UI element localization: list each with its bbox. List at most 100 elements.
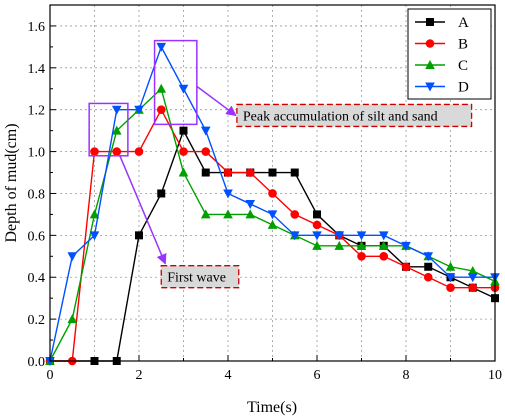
legend-item-D: D <box>415 80 469 96</box>
data-point <box>223 168 233 177</box>
data-point <box>223 209 233 219</box>
legend-item-B: B <box>415 37 468 53</box>
data-point <box>135 231 143 240</box>
x-tick-label: 10 <box>488 368 502 383</box>
data-point <box>424 262 433 271</box>
annotation-label-box <box>236 103 473 128</box>
data-point <box>312 231 322 241</box>
data-point <box>334 231 345 241</box>
data-point <box>289 231 300 241</box>
data-point <box>201 147 211 156</box>
data-point <box>468 283 478 293</box>
data-point <box>313 210 321 219</box>
annotation-box <box>88 102 129 157</box>
series-D <box>45 42 500 366</box>
data-point <box>89 209 100 219</box>
data-point <box>267 210 278 220</box>
data-point <box>178 84 189 94</box>
data-point <box>268 189 277 198</box>
legend-label: A <box>458 15 469 31</box>
x-tick-label: 2 <box>136 368 143 383</box>
legend-marker <box>425 82 435 92</box>
data-point <box>445 273 456 283</box>
data-point <box>268 168 277 177</box>
data-point <box>423 272 433 282</box>
x-tick-label: 0 <box>47 368 54 383</box>
legend-label: B <box>458 37 468 53</box>
y-tick-label: 0.4 <box>28 271 46 286</box>
data-point <box>201 168 210 177</box>
data-point <box>200 209 211 219</box>
data-point <box>156 83 167 93</box>
data-point <box>178 167 189 177</box>
data-point <box>156 105 166 115</box>
legend-label: C <box>458 58 468 74</box>
legend-box <box>407 8 492 100</box>
data-point <box>356 231 367 241</box>
data-point <box>90 147 99 156</box>
legend-item-A: A <box>415 15 469 31</box>
data-point <box>111 125 122 135</box>
legend-item-C: C <box>415 58 468 74</box>
x-tick-label: 4 <box>225 368 232 383</box>
y-tick-label: 1.6 <box>28 20 46 35</box>
y-tick-label: 1.2 <box>28 104 46 119</box>
data-point <box>312 220 322 230</box>
data-point <box>378 240 389 250</box>
data-point <box>245 199 256 209</box>
data-point <box>89 231 100 241</box>
data-point <box>356 240 367 250</box>
data-point <box>378 231 389 241</box>
annotation-arrow <box>119 155 167 265</box>
data-point <box>200 126 211 136</box>
annotation-arrow <box>196 85 237 117</box>
x-tick-label: 8 <box>403 368 410 383</box>
data-point <box>267 219 278 229</box>
data-point <box>179 147 188 156</box>
data-point <box>445 261 456 271</box>
data-point <box>112 147 122 156</box>
data-point <box>467 265 478 275</box>
series-B <box>45 105 500 366</box>
data-point <box>290 210 300 219</box>
annotation-label-box <box>160 265 240 289</box>
data-point <box>179 126 188 135</box>
legend-marker <box>426 18 434 26</box>
data-point <box>467 273 478 283</box>
data-point <box>67 252 78 262</box>
data-point <box>245 209 256 219</box>
data-point <box>312 240 322 250</box>
data-point <box>379 251 389 261</box>
annotations: Peak accumulation of silt and sand First … <box>88 39 473 289</box>
data-point <box>446 283 455 293</box>
data-point <box>401 262 411 272</box>
annotation-label: Peak accumulation of silt and sand <box>243 109 438 124</box>
y-tick-label: 0.8 <box>28 187 46 202</box>
data-point <box>156 42 167 52</box>
data-point <box>401 241 411 251</box>
data-point <box>134 105 144 115</box>
legend-label: D <box>458 80 469 96</box>
data-point <box>334 240 345 250</box>
data-point <box>423 252 434 262</box>
y-tick-label: 1.0 <box>28 146 46 161</box>
x-tick-label: 6 <box>314 368 321 383</box>
y-tick-label: 0.2 <box>28 313 46 328</box>
y-tick-label: 0.6 <box>28 229 46 244</box>
data-point <box>157 189 166 198</box>
annotation-box <box>153 39 198 126</box>
x-axis-label: Time(s) <box>247 399 297 416</box>
data-point <box>245 168 255 177</box>
series-layer <box>45 42 500 366</box>
data-point <box>111 105 122 115</box>
data-point <box>67 314 78 324</box>
legend-marker <box>425 39 435 48</box>
data-point <box>223 189 233 199</box>
y-tick-label: 1.4 <box>28 62 46 77</box>
axis-ticks: 0 2 4 6 8 10 0.0 0.2 0.4 0.6 0.8 1.0 1.2 1.4 1.6 <box>28 4 502 383</box>
data-point <box>134 147 144 156</box>
data-point <box>357 251 366 261</box>
y-tick-label: 0.0 <box>28 355 46 370</box>
